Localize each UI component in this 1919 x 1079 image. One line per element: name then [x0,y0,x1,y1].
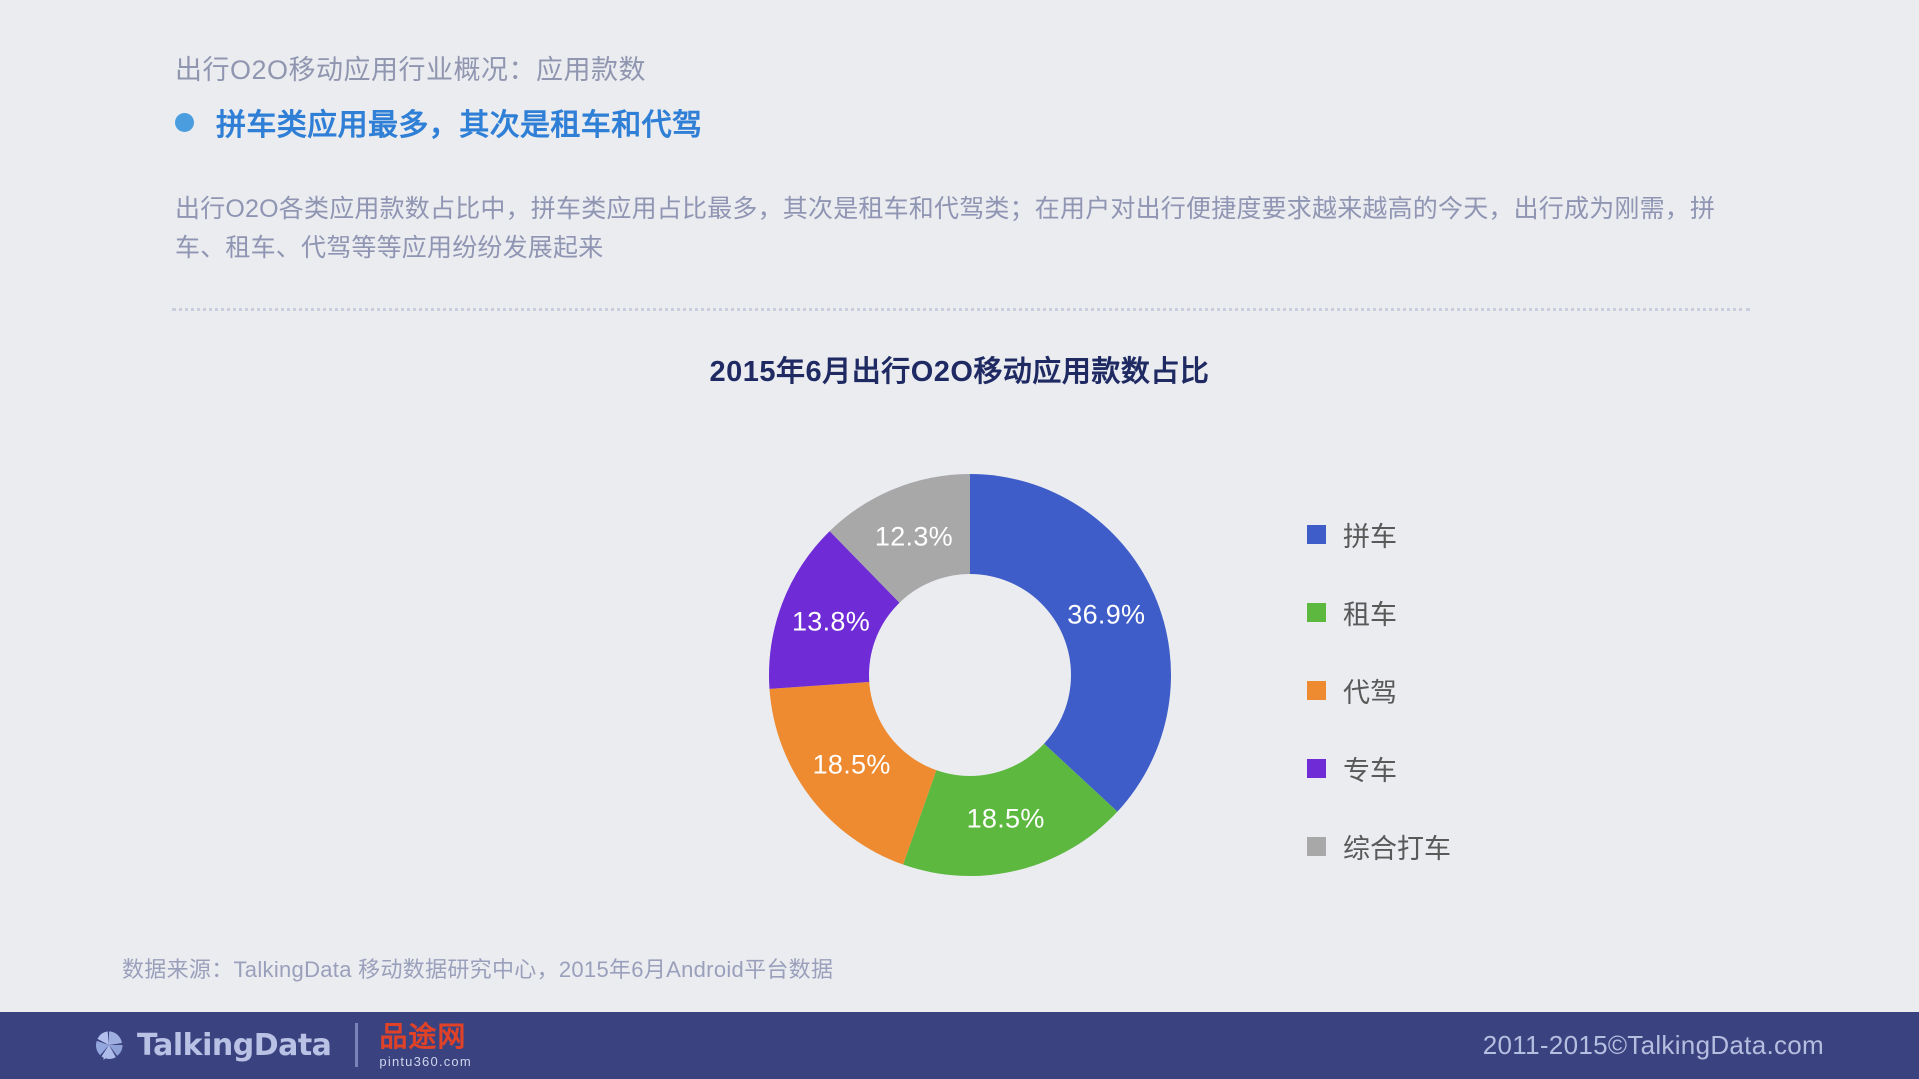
donut-slice-label: 18.5% [812,749,891,780]
pintu-logo: 品途网 pintu360.com [379,1021,472,1069]
legend-label: 租车 [1343,599,1397,630]
legend-swatch-icon [1307,680,1326,700]
donut-slice-label: 36.9% [1067,599,1146,630]
legend-item[interactable]: 租车 [1307,573,1451,651]
slide-description: 出行O2O各类应用款数占比中，拼车类应用占比最多，其次是租车和代驾类；在用户对出… [175,195,1716,262]
page-title: 拼车类应用最多，其次是租车和代驾 [216,109,703,142]
legend-item[interactable]: 综合打车 [1307,807,1451,885]
legend-item[interactable]: 专车 [1307,729,1451,807]
chart-title: 2015年6月出行O2O移动应用款数占比 [709,356,1210,388]
donut-slice-label: 13.8% [791,606,871,637]
headline-row: 拼车类应用最多，其次是租车和代驾 [175,100,702,144]
legend-item[interactable]: 代驾 [1307,651,1451,729]
donut-chart-svg [769,474,1171,876]
legend-item[interactable]: 拼车 [1307,495,1451,573]
pintu-logo-url: pintu360.com [379,1053,472,1069]
donut-slice-label: 12.3% [874,521,953,552]
talkingdata-logo-icon [95,1031,123,1061]
legend-swatch-icon [1307,836,1326,856]
section-divider [172,308,1750,313]
slide-kicker: 出行O2O移动应用行业概况：应用款数 [175,55,647,85]
talkingdata-wordmark: TalkingData [137,1027,332,1063]
footer-divider [355,1023,359,1068]
donut-chart: 36.9% 18.5% 18.5% 13.8% 12.3% [735,440,1205,910]
chart-legend: 拼车租车代驾专车综合打车 [1307,495,1451,885]
legend-swatch-icon [1307,524,1326,544]
source-note: 数据来源：TalkingData 移动数据研究中心，2015年6月Android… [122,957,834,982]
legend-label: 综合打车 [1343,833,1451,864]
legend-label: 拼车 [1343,521,1397,552]
donut-slice-label: 18.5% [966,803,1045,834]
donut-slice[interactable] [970,474,1171,812]
footer-bar: TalkingData 品途网 pintu360.com 2011-2015©T… [0,1012,1919,1079]
legend-swatch-icon [1307,602,1326,622]
pintu-logo-cn: 品途网 [379,1021,467,1053]
bullet-dot-icon [175,112,194,132]
footer-branding: TalkingData 品途网 pintu360.com [92,1021,472,1069]
legend-label: 专车 [1343,755,1397,786]
donut-hole [869,574,1071,776]
footer-copyright: 2011-2015©TalkingData.com [1482,1030,1824,1060]
legend-label: 代驾 [1343,677,1397,708]
legend-swatch-icon [1307,758,1326,778]
